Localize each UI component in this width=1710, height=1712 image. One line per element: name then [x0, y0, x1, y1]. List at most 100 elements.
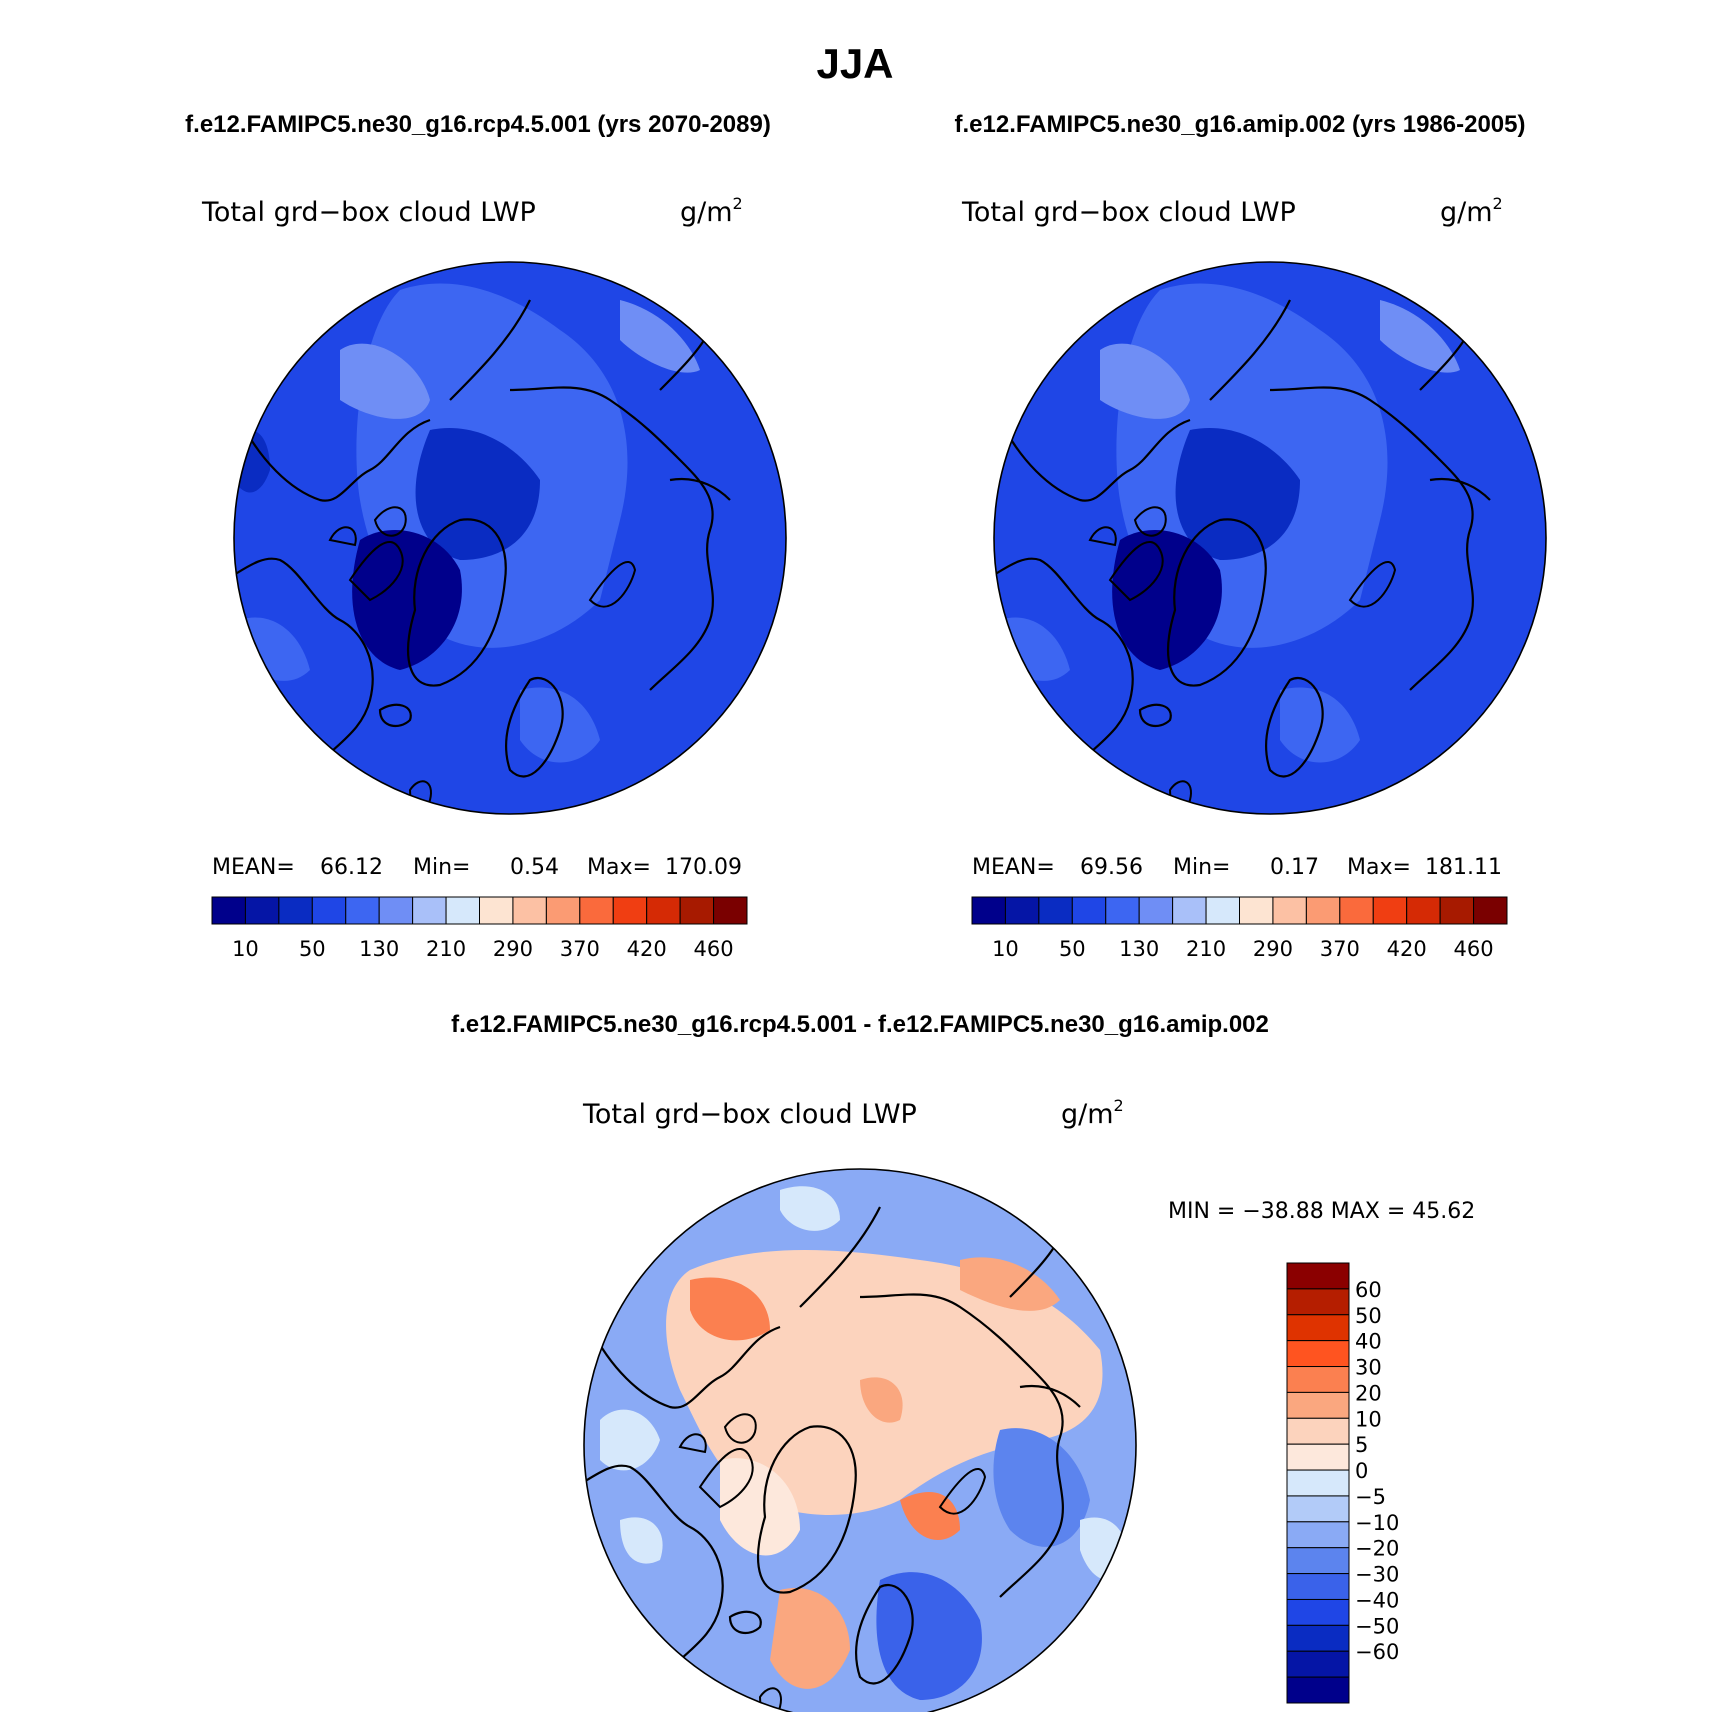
diff-colorbar-box [1286, 1417, 1350, 1445]
right-colorbar-box [1239, 896, 1274, 925]
diff-colorbar-label: 5 [1355, 1433, 1368, 1457]
right-colorbar-labels: 10 50 130 210 290 370 420 460 [992, 937, 1494, 961]
diff-colorbar-box [1286, 1676, 1350, 1704]
diff-colorbar-label: 40 [1355, 1330, 1382, 1354]
diff-colorbar-box [1286, 1469, 1350, 1497]
left-colorbar-label: 370 [560, 937, 600, 961]
left-variable-label: Total grd−box cloud LWP [201, 197, 536, 228]
diff-panel: Total grd−box cloud LWP g/m2 MIN = −38.8… [582, 1096, 1475, 1712]
svg-text:170.09: 170.09 [665, 855, 742, 880]
right-map [994, 262, 1546, 814]
right-colorbar-box [971, 896, 1006, 925]
diff-colorbar-label: 20 [1355, 1381, 1382, 1405]
diff-colorbar-label: −40 [1355, 1588, 1399, 1612]
diff-map [584, 1169, 1136, 1712]
svg-text:66.12: 66.12 [320, 855, 383, 880]
diff-stats: MIN = −38.88 MAX = 45.62 [1168, 1199, 1475, 1224]
svg-text:Min=: Min= [1173, 855, 1230, 880]
right-colorbar-box [1138, 896, 1174, 925]
diff-colorbar-box [1286, 1262, 1350, 1290]
diff-colorbar-label: 60 [1355, 1278, 1382, 1302]
left-panel: Total grd−box cloud LWP g/m2 MEAN= 66.12… [201, 194, 787, 961]
diff-colorbar-label: −60 [1355, 1640, 1399, 1664]
left-colorbar-label: 210 [426, 937, 466, 961]
diff-colorbar-box [1286, 1598, 1350, 1626]
diff-colorbar-box [1286, 1521, 1350, 1549]
svg-text:Max=: Max= [587, 855, 651, 880]
left-colorbar-box [646, 896, 681, 925]
left-colorbar-box [211, 896, 246, 925]
diff-colorbar-label: −30 [1355, 1563, 1399, 1587]
left-colorbar-label: 460 [694, 937, 734, 961]
right-map-border [993, 261, 1547, 815]
right-colorbar-label: 460 [1454, 937, 1494, 961]
diff-colorbar-box [1286, 1547, 1350, 1575]
right-colorbar-box [1272, 896, 1307, 925]
svg-text:181.11: 181.11 [1425, 855, 1502, 880]
diff-colorbar-label: 10 [1355, 1407, 1382, 1431]
right-variable-label: Total grd−box cloud LWP [961, 197, 1296, 228]
right-colorbar-box [1406, 896, 1441, 925]
right-units-label: g/m2 [1440, 194, 1503, 228]
diff-colorbar-label: −20 [1355, 1537, 1399, 1561]
diff-colorbar-box [1286, 1391, 1350, 1419]
right-colorbar-box [1105, 896, 1140, 925]
diff-colorbar-label: 0 [1355, 1459, 1368, 1483]
right-colorbar-box [1305, 896, 1341, 925]
diff-colorbar-box [1286, 1650, 1350, 1678]
diff-colorbar [1286, 1262, 1350, 1704]
right-stats: MEAN= 69.56 Min= 0.17 Max= 181.11 [972, 855, 1502, 880]
diff-colorbar-box [1286, 1366, 1350, 1393]
right-colorbar-label: 210 [1186, 937, 1226, 961]
left-colorbar-box [278, 896, 313, 925]
left-map [234, 262, 786, 814]
left-colorbar-label: 130 [359, 937, 399, 961]
svg-text:69.56: 69.56 [1080, 855, 1143, 880]
left-colorbar-box [445, 896, 480, 925]
right-case-title: f.e12.FAMIPC5.ne30_g16.amip.002 (yrs 198… [955, 111, 1526, 138]
left-colorbar-box [512, 896, 547, 925]
right-colorbar-label: 50 [1059, 937, 1086, 961]
right-colorbar [971, 896, 1508, 925]
left-colorbar-box [545, 896, 581, 925]
left-colorbar-box [311, 896, 347, 925]
right-colorbar-label: 130 [1119, 937, 1159, 961]
right-colorbar-box [1172, 896, 1207, 925]
svg-text:0.54: 0.54 [510, 855, 559, 880]
svg-text:Max=: Max= [1347, 855, 1411, 880]
svg-text:0.17: 0.17 [1270, 855, 1319, 880]
left-colorbar-box [345, 896, 380, 925]
diff-colorbar-box [1286, 1495, 1350, 1523]
left-colorbar-labels: 10 50 130 210 290 370 420 460 [232, 937, 734, 961]
left-colorbar-box [244, 896, 280, 925]
right-colorbar-label: 10 [992, 937, 1019, 961]
right-colorbar-box [1038, 896, 1073, 925]
diff-title: f.e12.FAMIPC5.ne30_g16.rcp4.5.001 - f.e1… [451, 1011, 1269, 1038]
diff-variable-label: Total grd−box cloud LWP [582, 1099, 917, 1130]
right-colorbar-label: 370 [1320, 937, 1360, 961]
left-stats: MEAN= 66.12 Min= 0.54 Max= 170.09 [212, 855, 742, 880]
left-units-label: g/m2 [680, 194, 743, 228]
right-colorbar-label: 420 [1387, 937, 1427, 961]
diff-colorbar-box [1286, 1573, 1350, 1600]
left-colorbar-label: 50 [299, 937, 326, 961]
left-colorbar-box [679, 896, 715, 925]
left-colorbar-box [479, 896, 514, 925]
left-case-title: f.e12.FAMIPC5.ne30_g16.rcp4.5.001 (yrs 2… [185, 111, 771, 138]
left-map-border [233, 261, 787, 815]
diff-colorbar-label: 30 [1355, 1356, 1382, 1380]
diff-colorbar-label: −50 [1355, 1614, 1399, 1638]
right-colorbar-box [1205, 896, 1240, 925]
right-colorbar-box [1439, 896, 1475, 925]
left-colorbar-label: 10 [232, 937, 259, 961]
svg-text:Min=: Min= [413, 855, 470, 880]
left-colorbar-box [579, 896, 614, 925]
right-colorbar-box [1071, 896, 1107, 925]
diff-colorbar-box [1286, 1624, 1350, 1652]
diff-colorbar-box [1286, 1288, 1350, 1316]
diff-colorbar-label: −5 [1355, 1485, 1386, 1509]
diff-colorbar-label: −10 [1355, 1511, 1399, 1535]
right-colorbar-box [1339, 896, 1374, 925]
diff-colorbar-box [1286, 1340, 1350, 1368]
